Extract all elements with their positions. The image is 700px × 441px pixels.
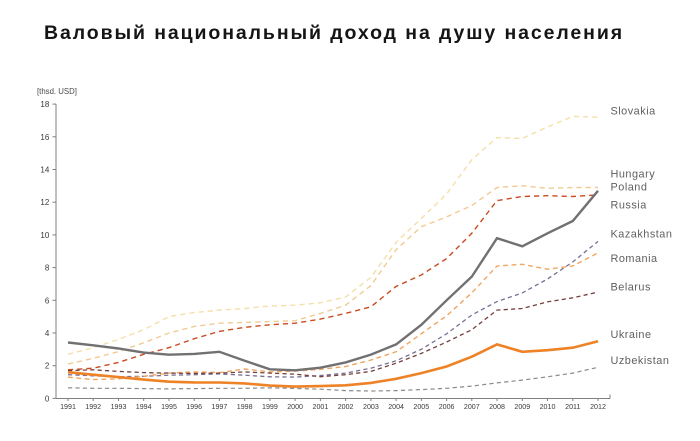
svg-text:Belarus: Belarus bbox=[611, 282, 651, 294]
svg-text:2011: 2011 bbox=[565, 403, 580, 411]
svg-text:1992: 1992 bbox=[85, 403, 101, 411]
svg-text:1995: 1995 bbox=[161, 403, 177, 411]
svg-text:4: 4 bbox=[45, 329, 50, 338]
svg-text:2005: 2005 bbox=[413, 403, 429, 411]
svg-text:12: 12 bbox=[40, 198, 49, 207]
svg-text:2003: 2003 bbox=[363, 403, 379, 411]
svg-text:8: 8 bbox=[45, 264, 50, 273]
svg-text:Romania: Romania bbox=[611, 253, 659, 265]
svg-text:Russia: Russia bbox=[611, 200, 648, 212]
svg-text:1999: 1999 bbox=[262, 403, 278, 411]
svg-text:Poland: Poland bbox=[611, 182, 648, 194]
svg-text:14: 14 bbox=[40, 166, 49, 175]
svg-text:16: 16 bbox=[40, 133, 49, 142]
svg-text:2009: 2009 bbox=[514, 403, 530, 411]
svg-text:2: 2 bbox=[45, 362, 50, 371]
svg-text:1997: 1997 bbox=[212, 403, 228, 411]
svg-text:2006: 2006 bbox=[439, 403, 455, 411]
svg-text:[thsd. USD]: [thsd. USD] bbox=[37, 87, 77, 96]
svg-text:1998: 1998 bbox=[237, 403, 253, 411]
svg-text:Ukraine: Ukraine bbox=[611, 329, 652, 341]
svg-text:Slovakia: Slovakia bbox=[611, 106, 657, 118]
svg-text:18: 18 bbox=[40, 100, 49, 109]
svg-text:2010: 2010 bbox=[540, 403, 556, 411]
svg-text:10: 10 bbox=[40, 231, 49, 240]
svg-text:2002: 2002 bbox=[338, 403, 354, 411]
svg-text:1996: 1996 bbox=[186, 403, 202, 411]
svg-text:1994: 1994 bbox=[136, 403, 152, 411]
svg-text:2012: 2012 bbox=[590, 403, 606, 411]
svg-text:2007: 2007 bbox=[464, 403, 480, 411]
svg-text:Uzbekistan: Uzbekistan bbox=[611, 355, 670, 367]
svg-text:1991: 1991 bbox=[60, 403, 76, 411]
svg-text:Hungary: Hungary bbox=[611, 169, 656, 181]
svg-text:6: 6 bbox=[45, 296, 50, 305]
svg-text:0: 0 bbox=[45, 394, 50, 403]
svg-text:2000: 2000 bbox=[287, 403, 303, 411]
svg-text:1993: 1993 bbox=[111, 403, 127, 411]
svg-text:2001: 2001 bbox=[313, 403, 329, 411]
svg-text:2008: 2008 bbox=[489, 403, 505, 411]
svg-text:2004: 2004 bbox=[388, 403, 404, 411]
svg-text:Kazakhstan: Kazakhstan bbox=[611, 229, 673, 241]
